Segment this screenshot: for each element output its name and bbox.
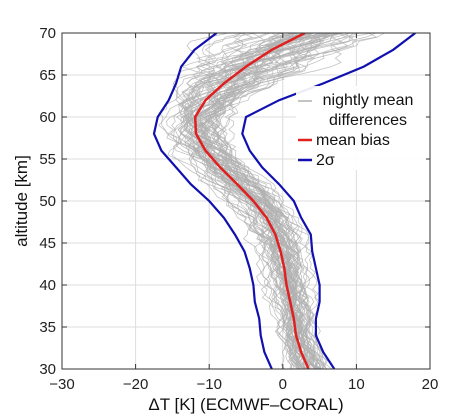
nightly-mean-difference-line	[173, 33, 299, 369]
y-axis-label: altitude [km]	[12, 155, 31, 247]
nightly-mean-difference-line	[184, 33, 305, 369]
x-tick-label: −20	[123, 376, 148, 393]
nightly-mean-difference-line	[170, 33, 300, 369]
legend-label-mean-bias: mean bias	[316, 132, 390, 149]
y-tick-label: 55	[39, 151, 56, 168]
y-axis-ticks: 30 35 40 45 50 55 60 65 70	[39, 25, 430, 378]
y-tick-label: 60	[39, 109, 56, 126]
nightly-mean-difference-line	[190, 33, 328, 369]
x-tick-label: −30	[49, 376, 74, 393]
x-tick-label: −10	[196, 376, 221, 393]
x-tick-label: 0	[279, 376, 287, 393]
y-tick-label: 70	[39, 25, 56, 42]
nightly-mean-difference-line	[202, 33, 313, 369]
x-axis-ticks: −30 −20 −10 0 10 20	[49, 33, 438, 393]
nightly-mean-difference-line	[212, 33, 336, 369]
nightly-mean-difference-line	[205, 33, 333, 369]
legend-label-nightly-mean: nightly mean	[323, 92, 414, 109]
x-tick-label: 20	[422, 376, 439, 393]
legend-background	[296, 86, 426, 170]
series-2sigma-lower	[152, 33, 273, 369]
y-tick-label: 50	[39, 193, 56, 210]
y-tick-label: 65	[39, 67, 56, 84]
legend-label-differences: differences	[329, 112, 407, 129]
y-tick-label: 45	[39, 235, 56, 252]
legend-label-2sigma: 2σ	[316, 152, 335, 169]
y-tick-label: 35	[39, 319, 56, 336]
y-tick-label: 30	[39, 361, 56, 378]
nightly-mean-difference-line	[188, 33, 312, 369]
x-axis-label: ΔT [K] (ECMWF–CORAL)	[148, 395, 343, 414]
y-tick-label: 40	[39, 277, 56, 294]
series-mean-bias	[193, 33, 310, 369]
legend: nightly mean differences mean bias 2σ	[296, 86, 426, 170]
x-tick-label: 10	[348, 376, 365, 393]
